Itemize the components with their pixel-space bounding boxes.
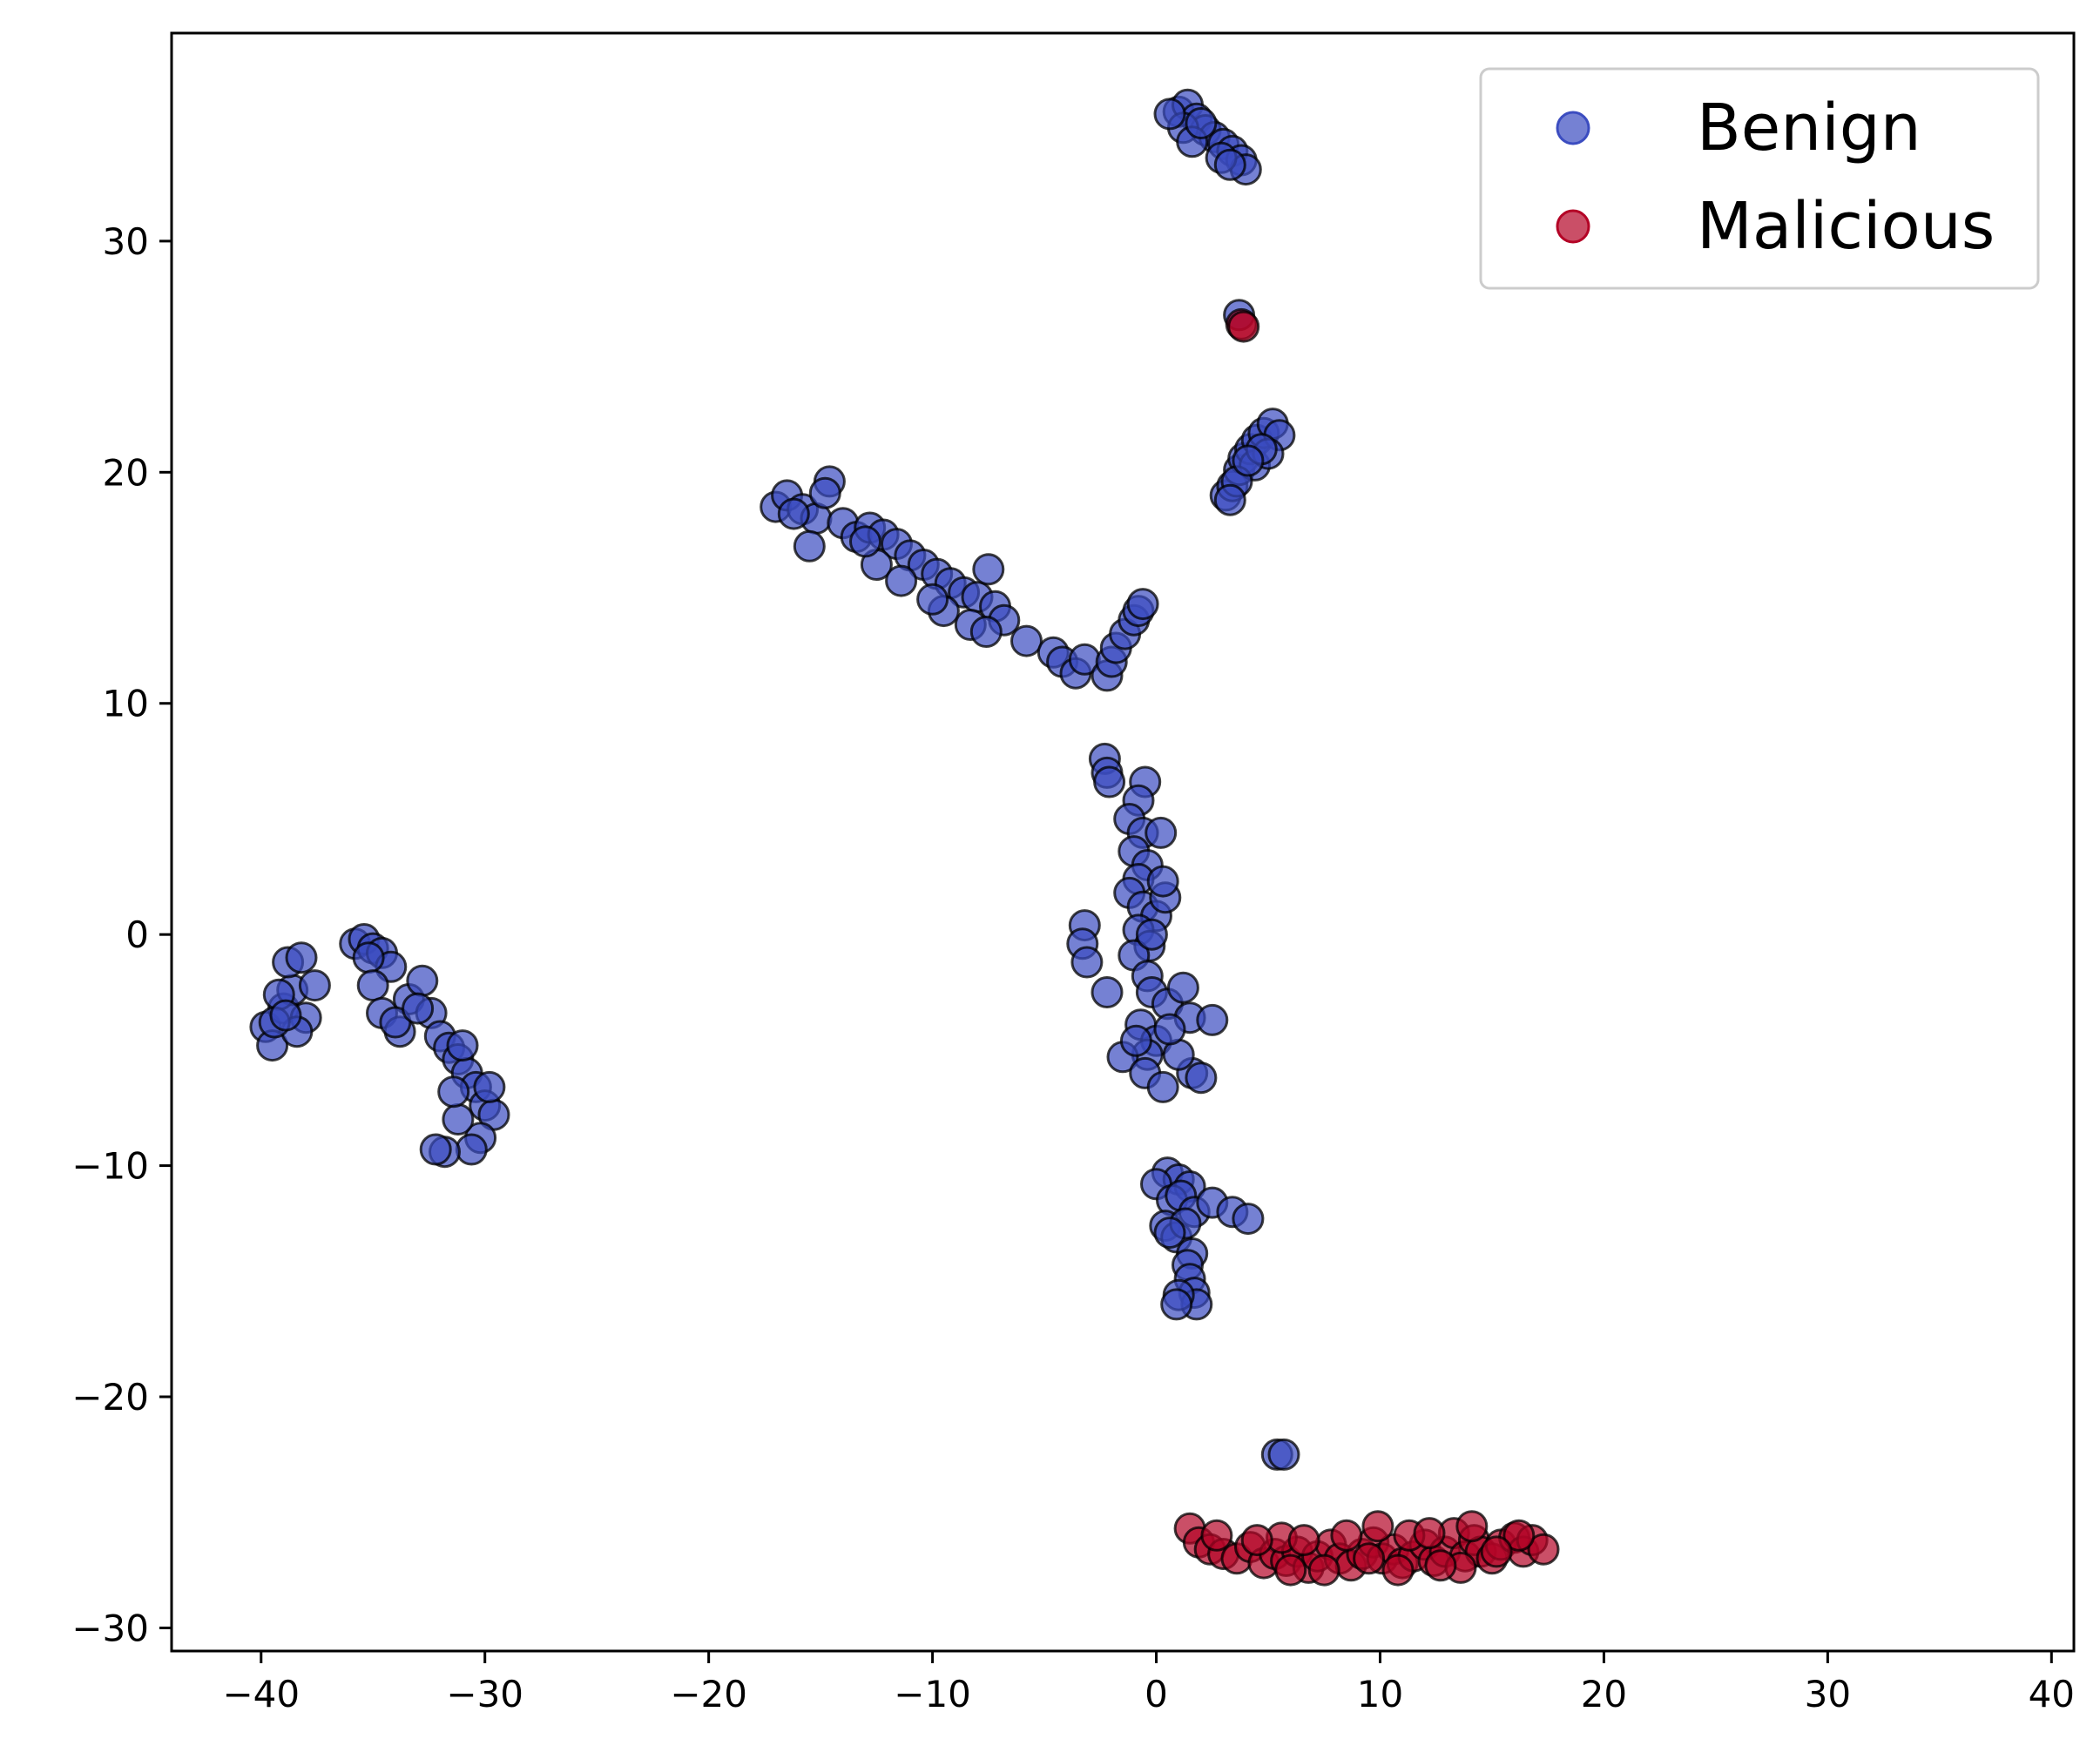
point-benign-52 (916, 583, 949, 616)
legend-marker-malicious (1556, 209, 1590, 244)
y-tick-label: −30 (71, 1607, 149, 1649)
points-layer (249, 88, 1560, 1587)
point-benign-99 (1196, 1003, 1229, 1036)
point-benign-147 (269, 999, 302, 1032)
y-tick-label: 10 (103, 683, 149, 725)
point-malicious-46 (1381, 1553, 1415, 1587)
point-malicious-38 (1330, 1519, 1363, 1552)
point-benign-143 (298, 969, 331, 1002)
x-tick-label: −10 (894, 1673, 971, 1715)
point-benign-129 (1160, 1288, 1193, 1321)
point-benign-56 (777, 497, 810, 530)
x-tick-label: 0 (1145, 1673, 1168, 1715)
point-benign-94 (1091, 976, 1124, 1008)
point-benign-110 (1153, 1013, 1186, 1046)
point-malicious-50 (1353, 1542, 1386, 1575)
y-tick-label: 20 (103, 451, 149, 494)
point-benign-13 (1153, 98, 1186, 131)
point-benign-135 (1267, 1438, 1300, 1471)
x-tick-label: 40 (2029, 1673, 2075, 1715)
point-malicious-44 (1240, 1524, 1273, 1557)
series-benign (249, 88, 1300, 1471)
point-benign-154 (356, 969, 389, 1002)
point-benign-59 (969, 616, 1003, 648)
point-malicious-45 (1307, 1553, 1340, 1587)
point-benign-55 (793, 529, 826, 563)
y-tick-label: 0 (125, 913, 149, 956)
point-malicious-52 (1480, 1535, 1513, 1568)
point-benign-141 (285, 941, 318, 974)
point-benign-14 (1185, 107, 1218, 139)
point-malicious-41 (1413, 1517, 1446, 1550)
y-tick-label: −10 (71, 1145, 149, 1188)
point-benign-71 (1126, 588, 1159, 621)
legend: Benign Malicious (1479, 67, 2040, 290)
point-malicious-48 (1200, 1519, 1233, 1552)
x-tick-label: −30 (446, 1673, 523, 1715)
point-benign-57 (885, 564, 918, 597)
point-benign-153 (352, 941, 385, 974)
point-benign-176 (473, 1070, 506, 1103)
point-benign-132 (1232, 1203, 1265, 1236)
point-benign-169 (442, 1103, 475, 1136)
point-benign-81 (1145, 816, 1178, 849)
y-axis: −30 −20 −10 0 10 20 30 (71, 220, 172, 1649)
x-tick-label: −20 (670, 1673, 747, 1715)
point-benign-30 (1232, 444, 1265, 477)
point-benign-112 (1135, 918, 1168, 951)
point-benign-29 (1213, 483, 1246, 516)
point-benign-175 (446, 1029, 479, 1062)
point-malicious-49 (1274, 1553, 1307, 1587)
x-tick-label: 30 (1805, 1673, 1851, 1715)
point-benign-168 (455, 1133, 488, 1166)
point-benign-97 (1166, 971, 1199, 1004)
point-benign-111 (1146, 865, 1179, 898)
point-benign-107 (1185, 1061, 1218, 1095)
point-benign-74 (1093, 765, 1126, 799)
x-tick-label: 10 (1357, 1673, 1403, 1715)
x-axis: −40 −30 −20 −10 0 10 20 30 40 (222, 1651, 2075, 1715)
point-benign-133 (1153, 1216, 1186, 1250)
point-benign-48 (972, 553, 1005, 586)
point-benign-174 (402, 992, 435, 1025)
point-malicious-51 (1424, 1549, 1457, 1582)
point-benign-172 (419, 1133, 452, 1166)
y-tick-label: 30 (103, 220, 149, 263)
point-malicious-37 (1287, 1524, 1320, 1557)
point-malicious-43 (1502, 1519, 1536, 1552)
point-malicious-35 (1527, 1533, 1560, 1566)
legend-marker-benign (1556, 111, 1590, 145)
legend-label-benign: Benign (1697, 91, 1921, 165)
point-benign-54 (849, 525, 881, 558)
point-malicious-1 (1227, 310, 1260, 343)
legend-box (1479, 67, 2040, 290)
x-tick-label: −40 (222, 1673, 300, 1715)
point-benign-109 (1119, 1024, 1152, 1057)
point-benign-36 (808, 476, 841, 509)
plot-frame (170, 31, 2076, 1653)
point-malicious-39 (1361, 1510, 1394, 1543)
point-benign-60 (1010, 624, 1043, 657)
point-malicious-42 (1455, 1510, 1489, 1543)
point-benign-158 (406, 964, 439, 997)
point-benign-105 (1146, 1070, 1179, 1103)
x-tick-label: 20 (1581, 1673, 1627, 1715)
y-tick-label: −20 (71, 1376, 149, 1419)
legend-label-malicious: Malicious (1697, 189, 1995, 264)
series-malicious (1173, 307, 1560, 1587)
point-benign-93 (1070, 946, 1104, 979)
point-benign-12 (1213, 148, 1246, 181)
point-benign-170 (437, 1075, 470, 1109)
